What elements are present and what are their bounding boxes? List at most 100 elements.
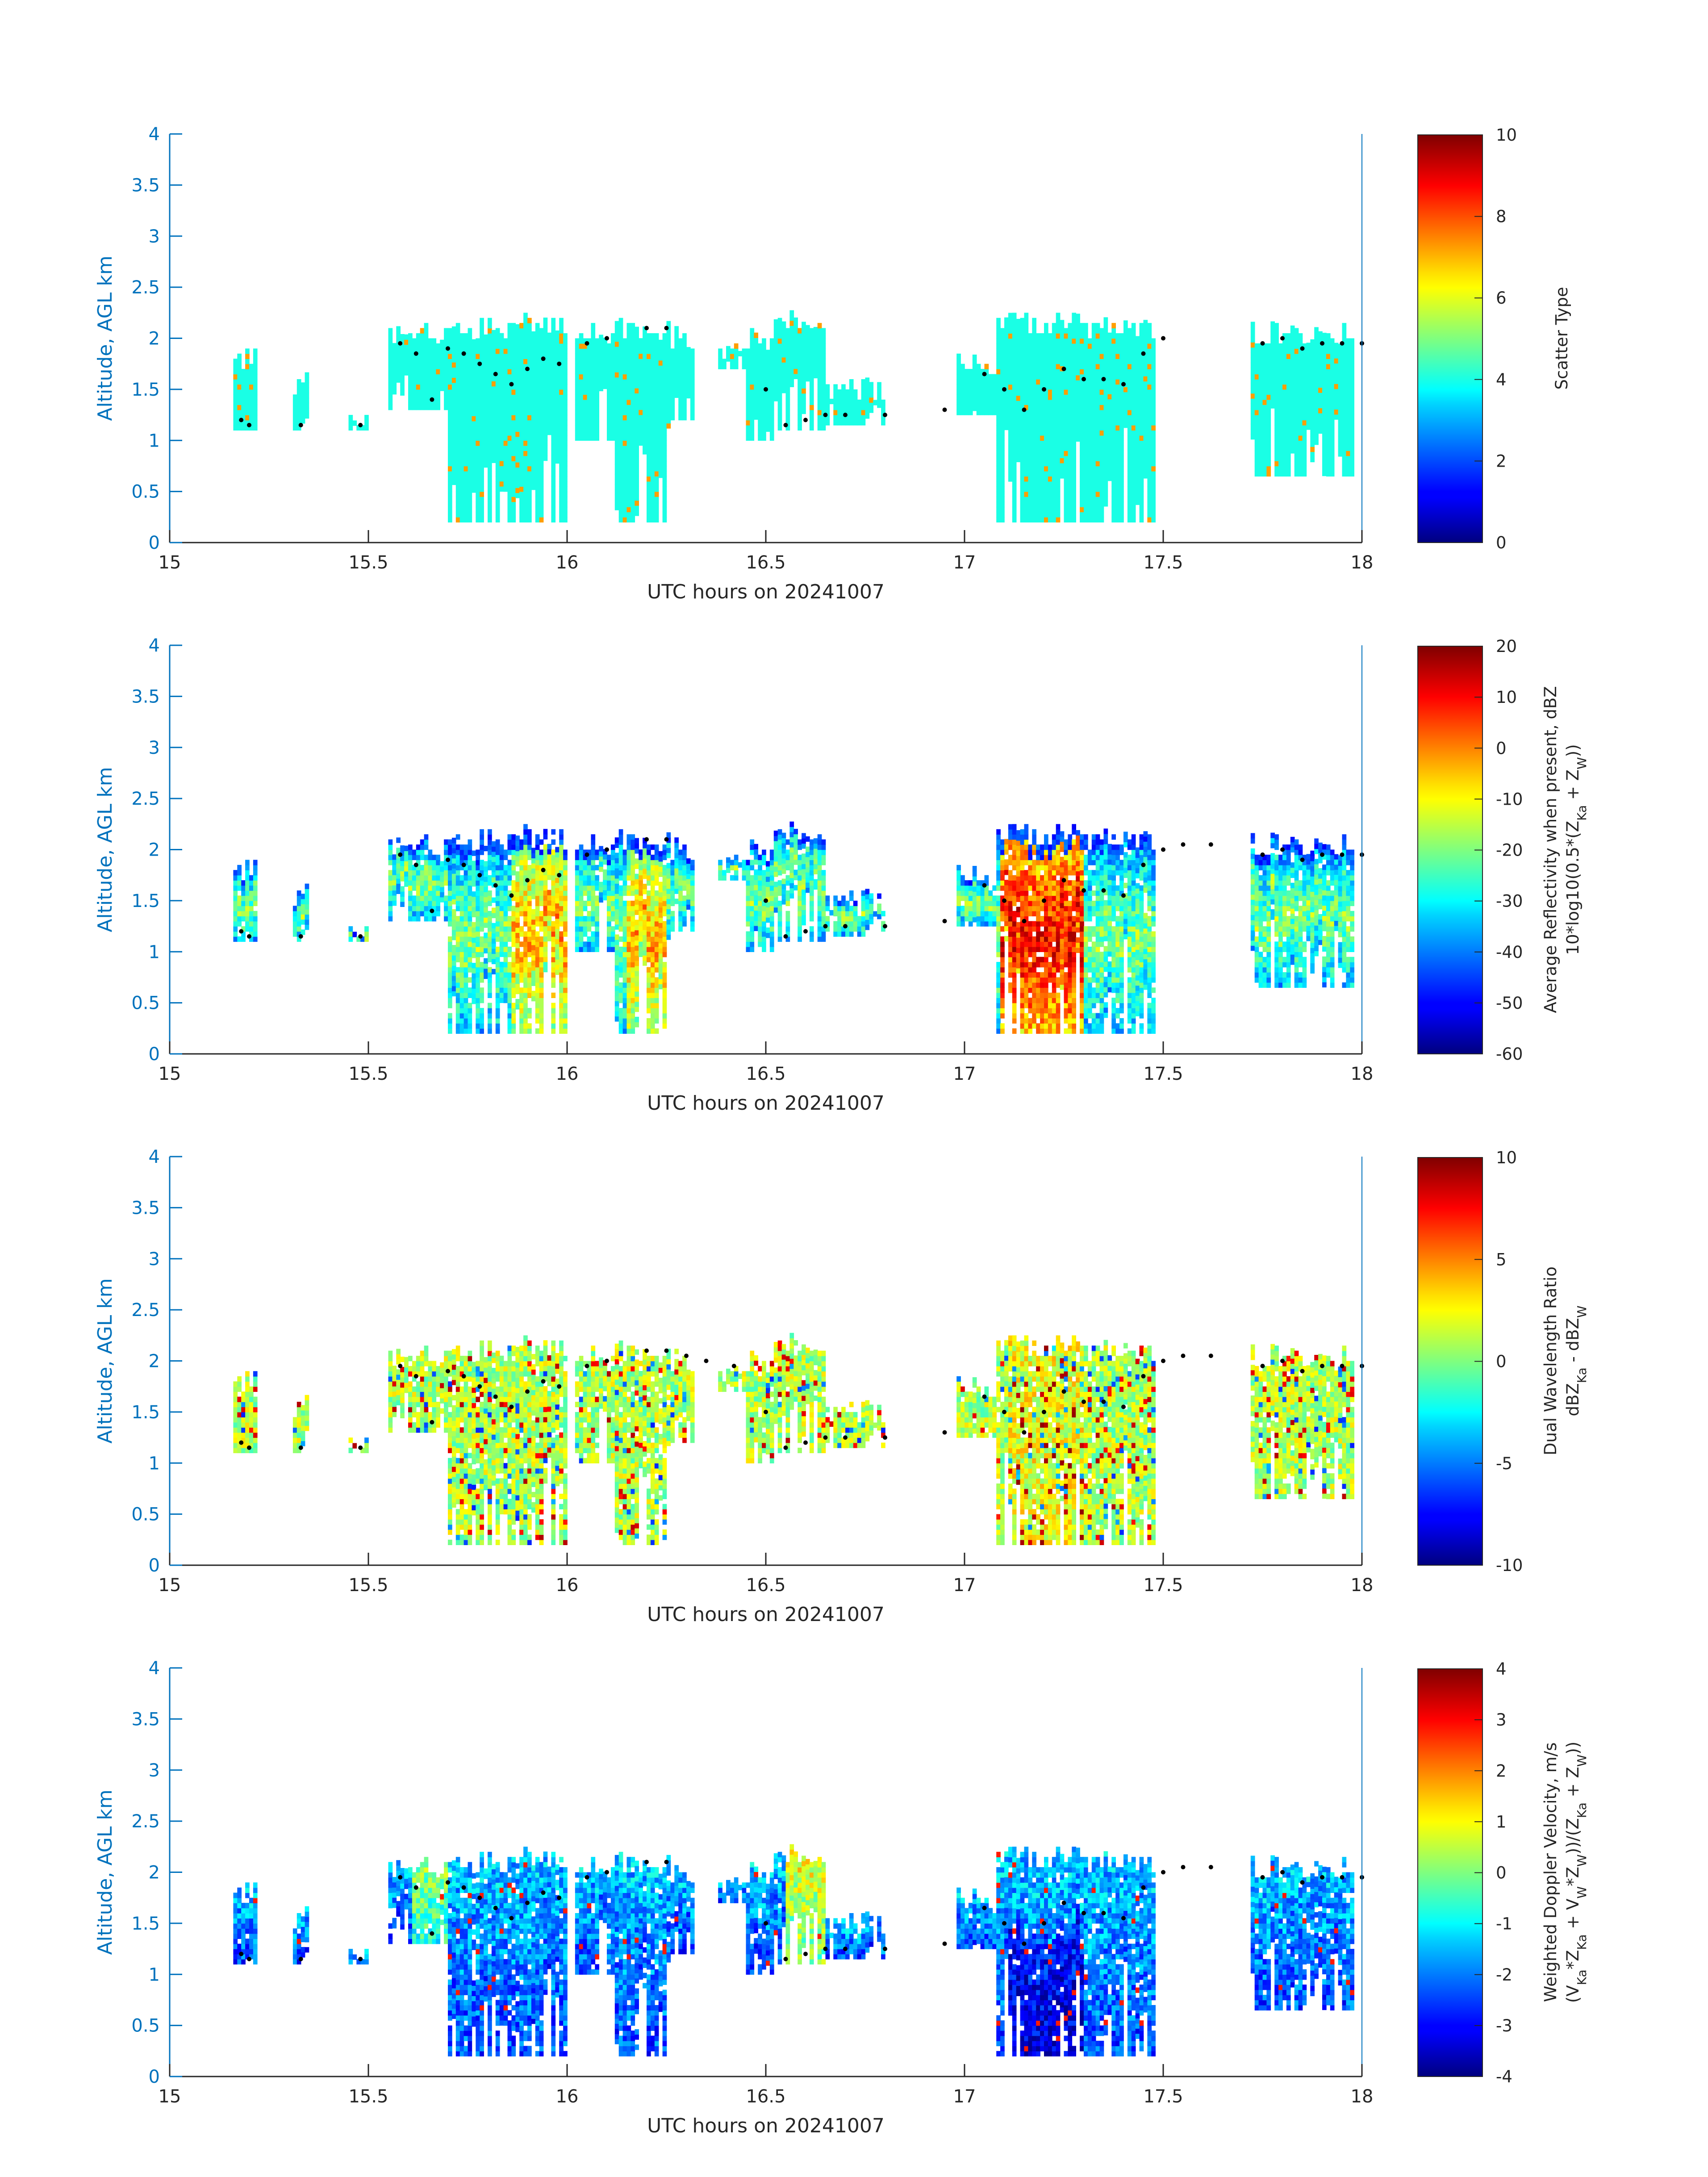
heatmap-cell — [1303, 415, 1307, 420]
heatmap-cell — [639, 369, 643, 374]
heatmap-cell — [1266, 364, 1271, 369]
heatmap-cell — [511, 405, 516, 410]
heatmap-cell — [468, 394, 472, 400]
heatmap-cell — [1080, 471, 1084, 476]
heatmap-cell — [563, 338, 568, 344]
heatmap-cell — [1128, 405, 1132, 410]
heatmap-cell — [1136, 484, 1140, 489]
heatmap-cell — [1072, 415, 1076, 420]
heatmap-cell — [786, 400, 790, 405]
heatmap-cell — [1338, 369, 1343, 375]
heatmap-cell — [1322, 471, 1327, 476]
heatmap-cell — [674, 357, 679, 362]
heatmap-cell — [1036, 486, 1040, 492]
heatmap-cell — [655, 384, 659, 389]
heatmap-cell — [476, 338, 480, 344]
heatmap-cell — [651, 476, 655, 481]
heatmap-cell — [865, 377, 870, 383]
heatmap-cell — [468, 415, 472, 420]
heatmap-cell — [233, 895, 238, 901]
heatmap-cell — [1052, 446, 1057, 451]
heatmap-cell — [1282, 379, 1287, 384]
heatmap-cell — [539, 456, 544, 461]
heatmap-cell — [1346, 384, 1350, 389]
heatmap-cell — [1032, 430, 1036, 435]
heatmap-cell — [1263, 400, 1267, 405]
heatmap-cell — [627, 517, 631, 522]
heatmap-cell — [1088, 415, 1092, 420]
heatmap-cell — [1024, 492, 1029, 497]
heatmap-cell — [1111, 492, 1116, 497]
heatmap-cell — [1119, 333, 1124, 338]
heatmap-cell — [1263, 471, 1267, 476]
marker-point — [1042, 387, 1046, 392]
heatmap-cell — [420, 384, 425, 389]
heatmap-cell — [456, 497, 460, 502]
heatmap-cell — [1072, 328, 1076, 334]
heatmap-cell — [678, 359, 683, 364]
heatmap-cell — [241, 369, 246, 374]
heatmap-cell — [233, 911, 238, 916]
heatmap-cell — [1052, 364, 1057, 369]
heatmap-cell — [500, 359, 504, 364]
heatmap-cell — [1072, 364, 1076, 369]
heatmap-cell — [960, 394, 965, 400]
heatmap-cell — [690, 389, 695, 395]
heatmap-cell — [1144, 397, 1148, 402]
heatmap-cell — [1278, 471, 1283, 476]
heatmap-cell — [1136, 336, 1140, 342]
heatmap-cell — [1012, 466, 1017, 471]
heatmap-cell — [1128, 471, 1132, 476]
heatmap-cell — [511, 425, 516, 430]
heatmap-cell — [249, 901, 254, 906]
heatmap-cell — [444, 338, 448, 344]
heatmap-cell — [1151, 517, 1156, 522]
heatmap-cell — [1084, 497, 1088, 502]
heatmap-cell — [488, 461, 492, 466]
heatmap-cell — [551, 354, 555, 359]
heatmap-cell — [774, 365, 778, 371]
heatmap-cell — [1088, 481, 1092, 487]
heatmap-cell — [1036, 384, 1040, 389]
heatmap-cell — [1259, 440, 1263, 446]
heatmap-cell — [1128, 379, 1132, 384]
heatmap-cell — [615, 489, 619, 495]
heatmap-cell — [1000, 461, 1005, 466]
heatmap-cell — [424, 359, 429, 364]
heatmap-cell — [412, 389, 417, 395]
heatmap-cell — [1282, 435, 1287, 441]
heatmap-cell — [504, 486, 508, 492]
heatmap-cell — [253, 895, 258, 901]
heatmap-cell — [1286, 456, 1291, 461]
heatmap-cell — [1096, 374, 1100, 380]
heatmap-cell — [1036, 400, 1040, 405]
heatmap-cell — [1020, 425, 1025, 430]
heatmap-cell — [1056, 343, 1061, 349]
heatmap-cell — [726, 356, 731, 362]
heatmap-cell — [1263, 405, 1267, 410]
heatmap-cell — [464, 466, 468, 471]
heatmap-cell — [476, 512, 480, 517]
heatmap-cell — [595, 369, 599, 374]
heatmap-cell — [543, 394, 548, 400]
heatmap-cell — [523, 492, 528, 497]
heatmap-cell — [1342, 400, 1347, 405]
heatmap-cell — [1286, 430, 1291, 435]
heatmap-cell — [766, 360, 770, 365]
heatmap-cell — [1020, 323, 1025, 328]
heatmap-cell — [587, 430, 592, 435]
heatmap-cell — [619, 323, 623, 328]
heatmap-cell — [1350, 394, 1354, 400]
heatmap-cell — [500, 405, 504, 410]
heatmap-cell — [448, 328, 452, 334]
heatmap-cell — [1128, 410, 1132, 415]
heatmap-cell — [1107, 440, 1112, 445]
heatmap-cell — [1100, 343, 1104, 349]
heatmap-cell — [635, 500, 639, 506]
heatmap-cell — [519, 425, 524, 430]
heatmap-cell — [504, 394, 508, 400]
heatmap-cell — [515, 350, 520, 355]
heatmap-cell — [1096, 435, 1100, 441]
heatmap-cell — [305, 919, 309, 925]
heatmap-cell — [1072, 359, 1076, 364]
